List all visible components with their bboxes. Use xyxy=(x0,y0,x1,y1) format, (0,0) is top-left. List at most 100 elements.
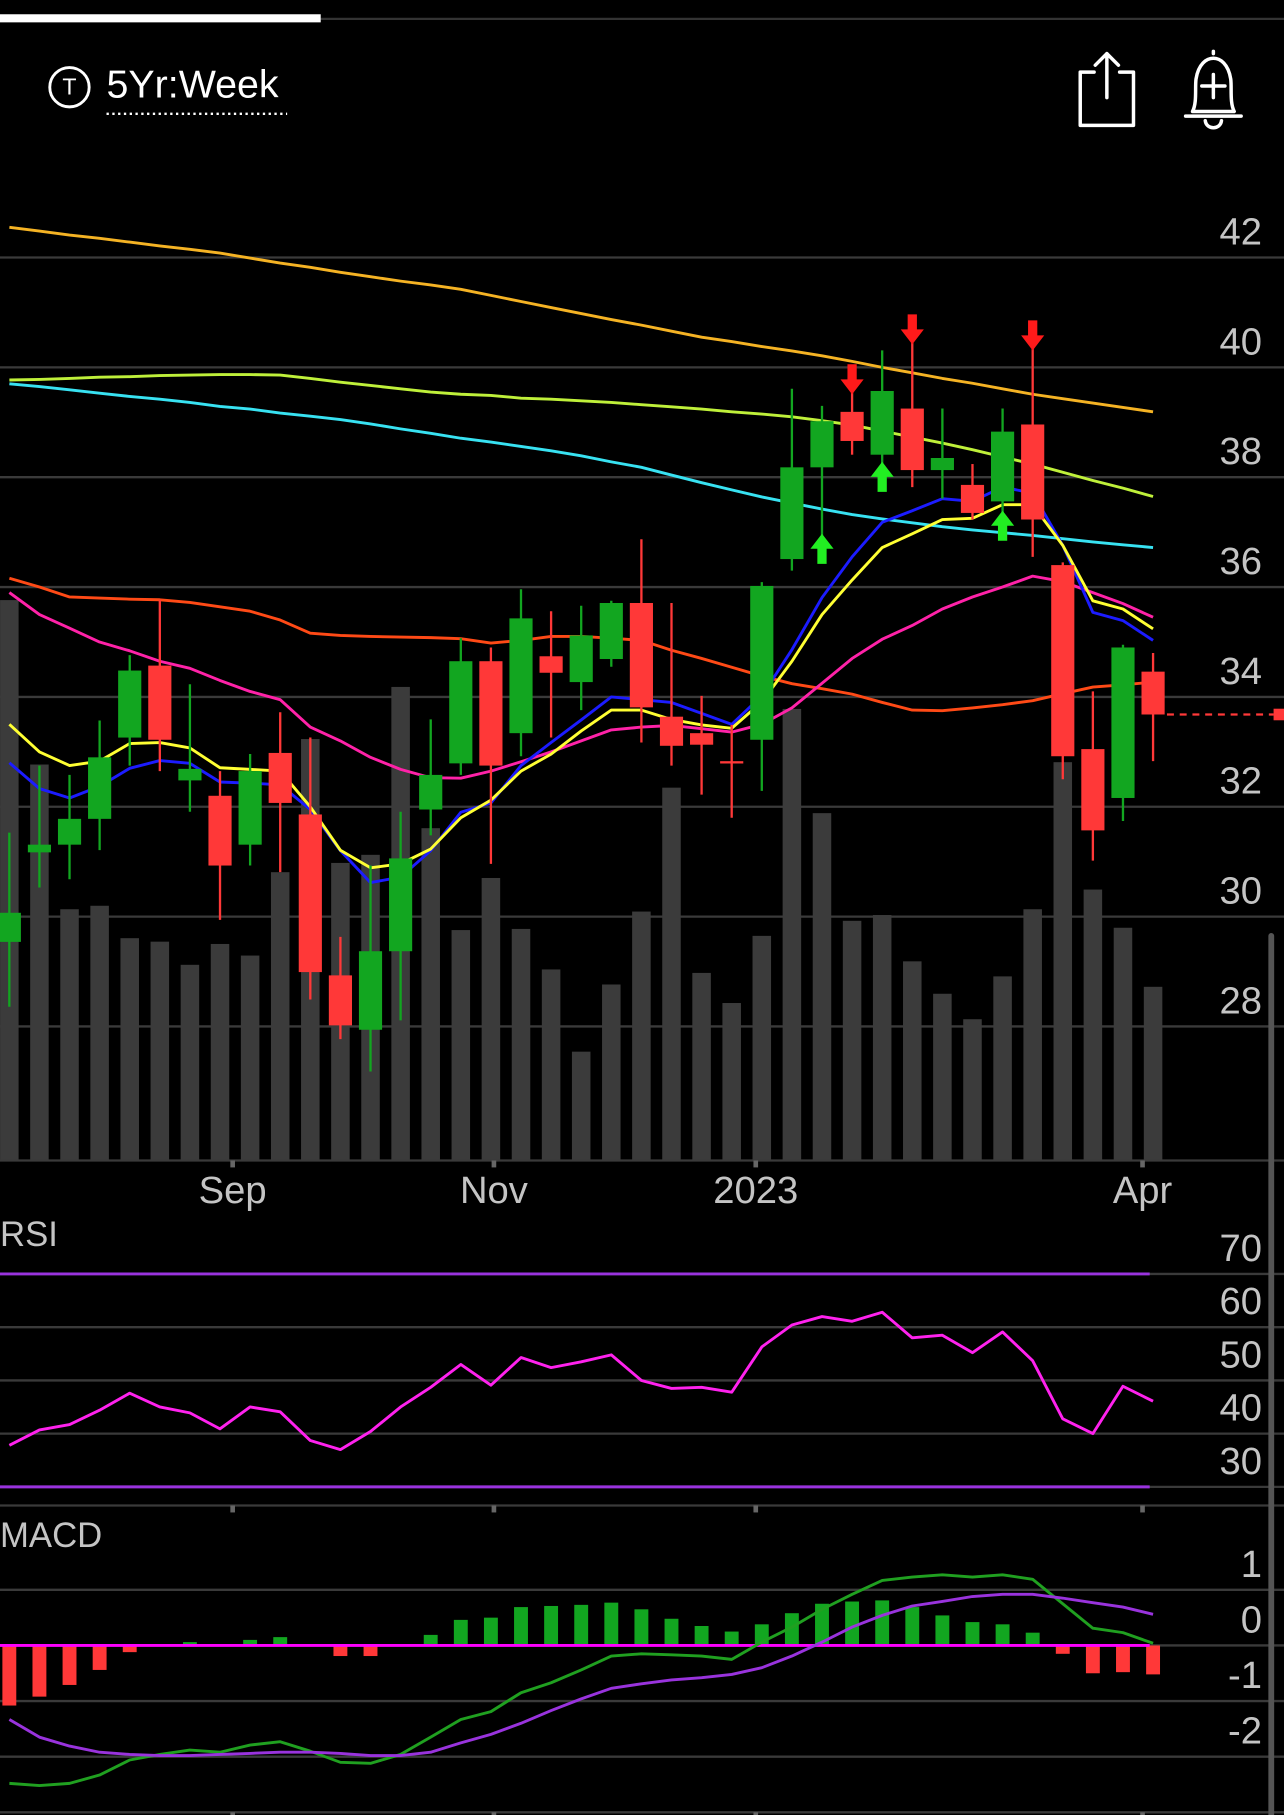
volume-bar xyxy=(511,928,531,1161)
alert-button[interactable] xyxy=(1183,49,1243,130)
candle-body xyxy=(1051,565,1075,757)
candle-body xyxy=(238,771,262,845)
y-tick-label: -2 xyxy=(1228,1710,1262,1753)
y-tick-label: -1 xyxy=(1228,1654,1262,1697)
share-box xyxy=(1078,70,1136,128)
macd-histogram-bar xyxy=(905,1607,920,1646)
x-tick-label: Nov xyxy=(460,1169,528,1212)
candle-body xyxy=(780,467,804,560)
volume-bar xyxy=(933,993,952,1161)
y-tick-label: 30 xyxy=(1220,870,1262,913)
macd-histogram-bar xyxy=(604,1602,619,1646)
macd-histogram-bar xyxy=(544,1605,559,1646)
moving-average-line xyxy=(9,225,1154,414)
macd-histogram-bar xyxy=(1085,1645,1100,1674)
volume-bar xyxy=(90,905,109,1161)
macd-histogram-bar xyxy=(574,1604,589,1646)
volume-bar xyxy=(1143,986,1163,1161)
macd-histogram-bar xyxy=(1146,1645,1161,1675)
y-tick-label: 42 xyxy=(1220,210,1262,253)
candle-body xyxy=(419,774,443,810)
macd-histogram-bar xyxy=(243,1639,258,1646)
sell-signal-arrow xyxy=(1021,320,1045,351)
progress-bar xyxy=(0,14,321,23)
volume-bar xyxy=(481,877,501,1161)
candle-body xyxy=(208,795,232,866)
macd-histogram-bar xyxy=(122,1645,137,1653)
y-tick-label: 70 xyxy=(1220,1227,1262,1270)
candle-body xyxy=(389,858,413,952)
period-label[interactable]: 5Yr:Week xyxy=(107,63,279,107)
period-selector[interactable]: T 5Yr:Week xyxy=(48,63,288,115)
buy-signal-arrow xyxy=(870,461,894,492)
candle-body xyxy=(930,457,954,471)
volume-bar xyxy=(662,787,681,1161)
candle-body xyxy=(659,716,684,746)
candle-body xyxy=(539,656,563,673)
candle-body xyxy=(900,408,924,471)
volume-bar xyxy=(872,915,892,1161)
volume-bar xyxy=(692,972,711,1161)
symbol-icon-letter: T xyxy=(62,73,76,99)
buy-signal-arrow xyxy=(991,510,1015,541)
volume-bar xyxy=(722,1003,741,1161)
candle-body xyxy=(960,484,985,513)
panel-title: RSI xyxy=(0,1216,58,1254)
y-tick-label: 40 xyxy=(1220,1387,1262,1430)
candle-body xyxy=(569,635,593,683)
volume-bar xyxy=(571,1051,591,1161)
plus-icon xyxy=(1200,72,1227,100)
volume-bar xyxy=(30,764,49,1161)
volume-bar xyxy=(903,961,922,1161)
panel-title: MACD xyxy=(0,1517,102,1555)
volume-bar xyxy=(240,955,260,1161)
share-button[interactable] xyxy=(1078,51,1136,128)
candle-body xyxy=(479,661,503,766)
macd-histogram-bar xyxy=(1116,1645,1130,1673)
symbol-icon xyxy=(48,66,91,109)
macd-histogram-bar xyxy=(845,1601,860,1646)
y-tick-label: 30 xyxy=(1220,1440,1262,1483)
y-tick-label: 50 xyxy=(1220,1333,1262,1376)
volume-bar xyxy=(1023,909,1042,1161)
y-tick-label: 32 xyxy=(1220,760,1262,803)
macd-histogram-bar xyxy=(92,1645,107,1670)
macd-histogram-bar xyxy=(694,1625,709,1646)
volume-bar xyxy=(421,828,440,1161)
macd-histogram-bar xyxy=(182,1642,197,1646)
macd-histogram-bar xyxy=(1025,1632,1040,1646)
candle-body xyxy=(358,951,383,1030)
volume-bar xyxy=(541,969,561,1161)
volume-bar xyxy=(210,943,230,1161)
volume-bar xyxy=(1053,762,1073,1161)
y-tick-label: 60 xyxy=(1220,1280,1262,1323)
candle-body xyxy=(148,665,172,740)
volume-bar xyxy=(150,941,170,1161)
moving-average-line xyxy=(9,382,1154,549)
x-tick-label: 2023 xyxy=(713,1169,798,1212)
candle-body xyxy=(750,585,774,740)
macd-histogram-bar xyxy=(453,1619,468,1646)
candle-body xyxy=(0,912,21,942)
macd-histogram-bar xyxy=(634,1609,649,1646)
macd-histogram-bar xyxy=(724,1631,739,1646)
buy-signal-arrow xyxy=(810,533,834,564)
y-tick-label: 36 xyxy=(1220,540,1262,583)
x-tick-label: Sep xyxy=(199,1169,267,1212)
y-tick-label: 34 xyxy=(1220,650,1262,693)
macd-histogram-bar xyxy=(784,1613,799,1646)
candle-body xyxy=(991,431,1015,502)
macd-histogram-bar xyxy=(815,1603,829,1646)
y-tick-label: 28 xyxy=(1220,979,1262,1022)
volume-bar xyxy=(270,872,290,1161)
macd-histogram-bar xyxy=(62,1645,77,1685)
sell-signal-arrow xyxy=(900,314,924,345)
candle-body xyxy=(118,670,142,738)
rsi-line xyxy=(8,1310,1154,1452)
sell-signal-arrow xyxy=(840,364,864,395)
candle-body xyxy=(449,661,473,764)
candle-body xyxy=(509,618,533,734)
candle-body xyxy=(690,733,714,745)
